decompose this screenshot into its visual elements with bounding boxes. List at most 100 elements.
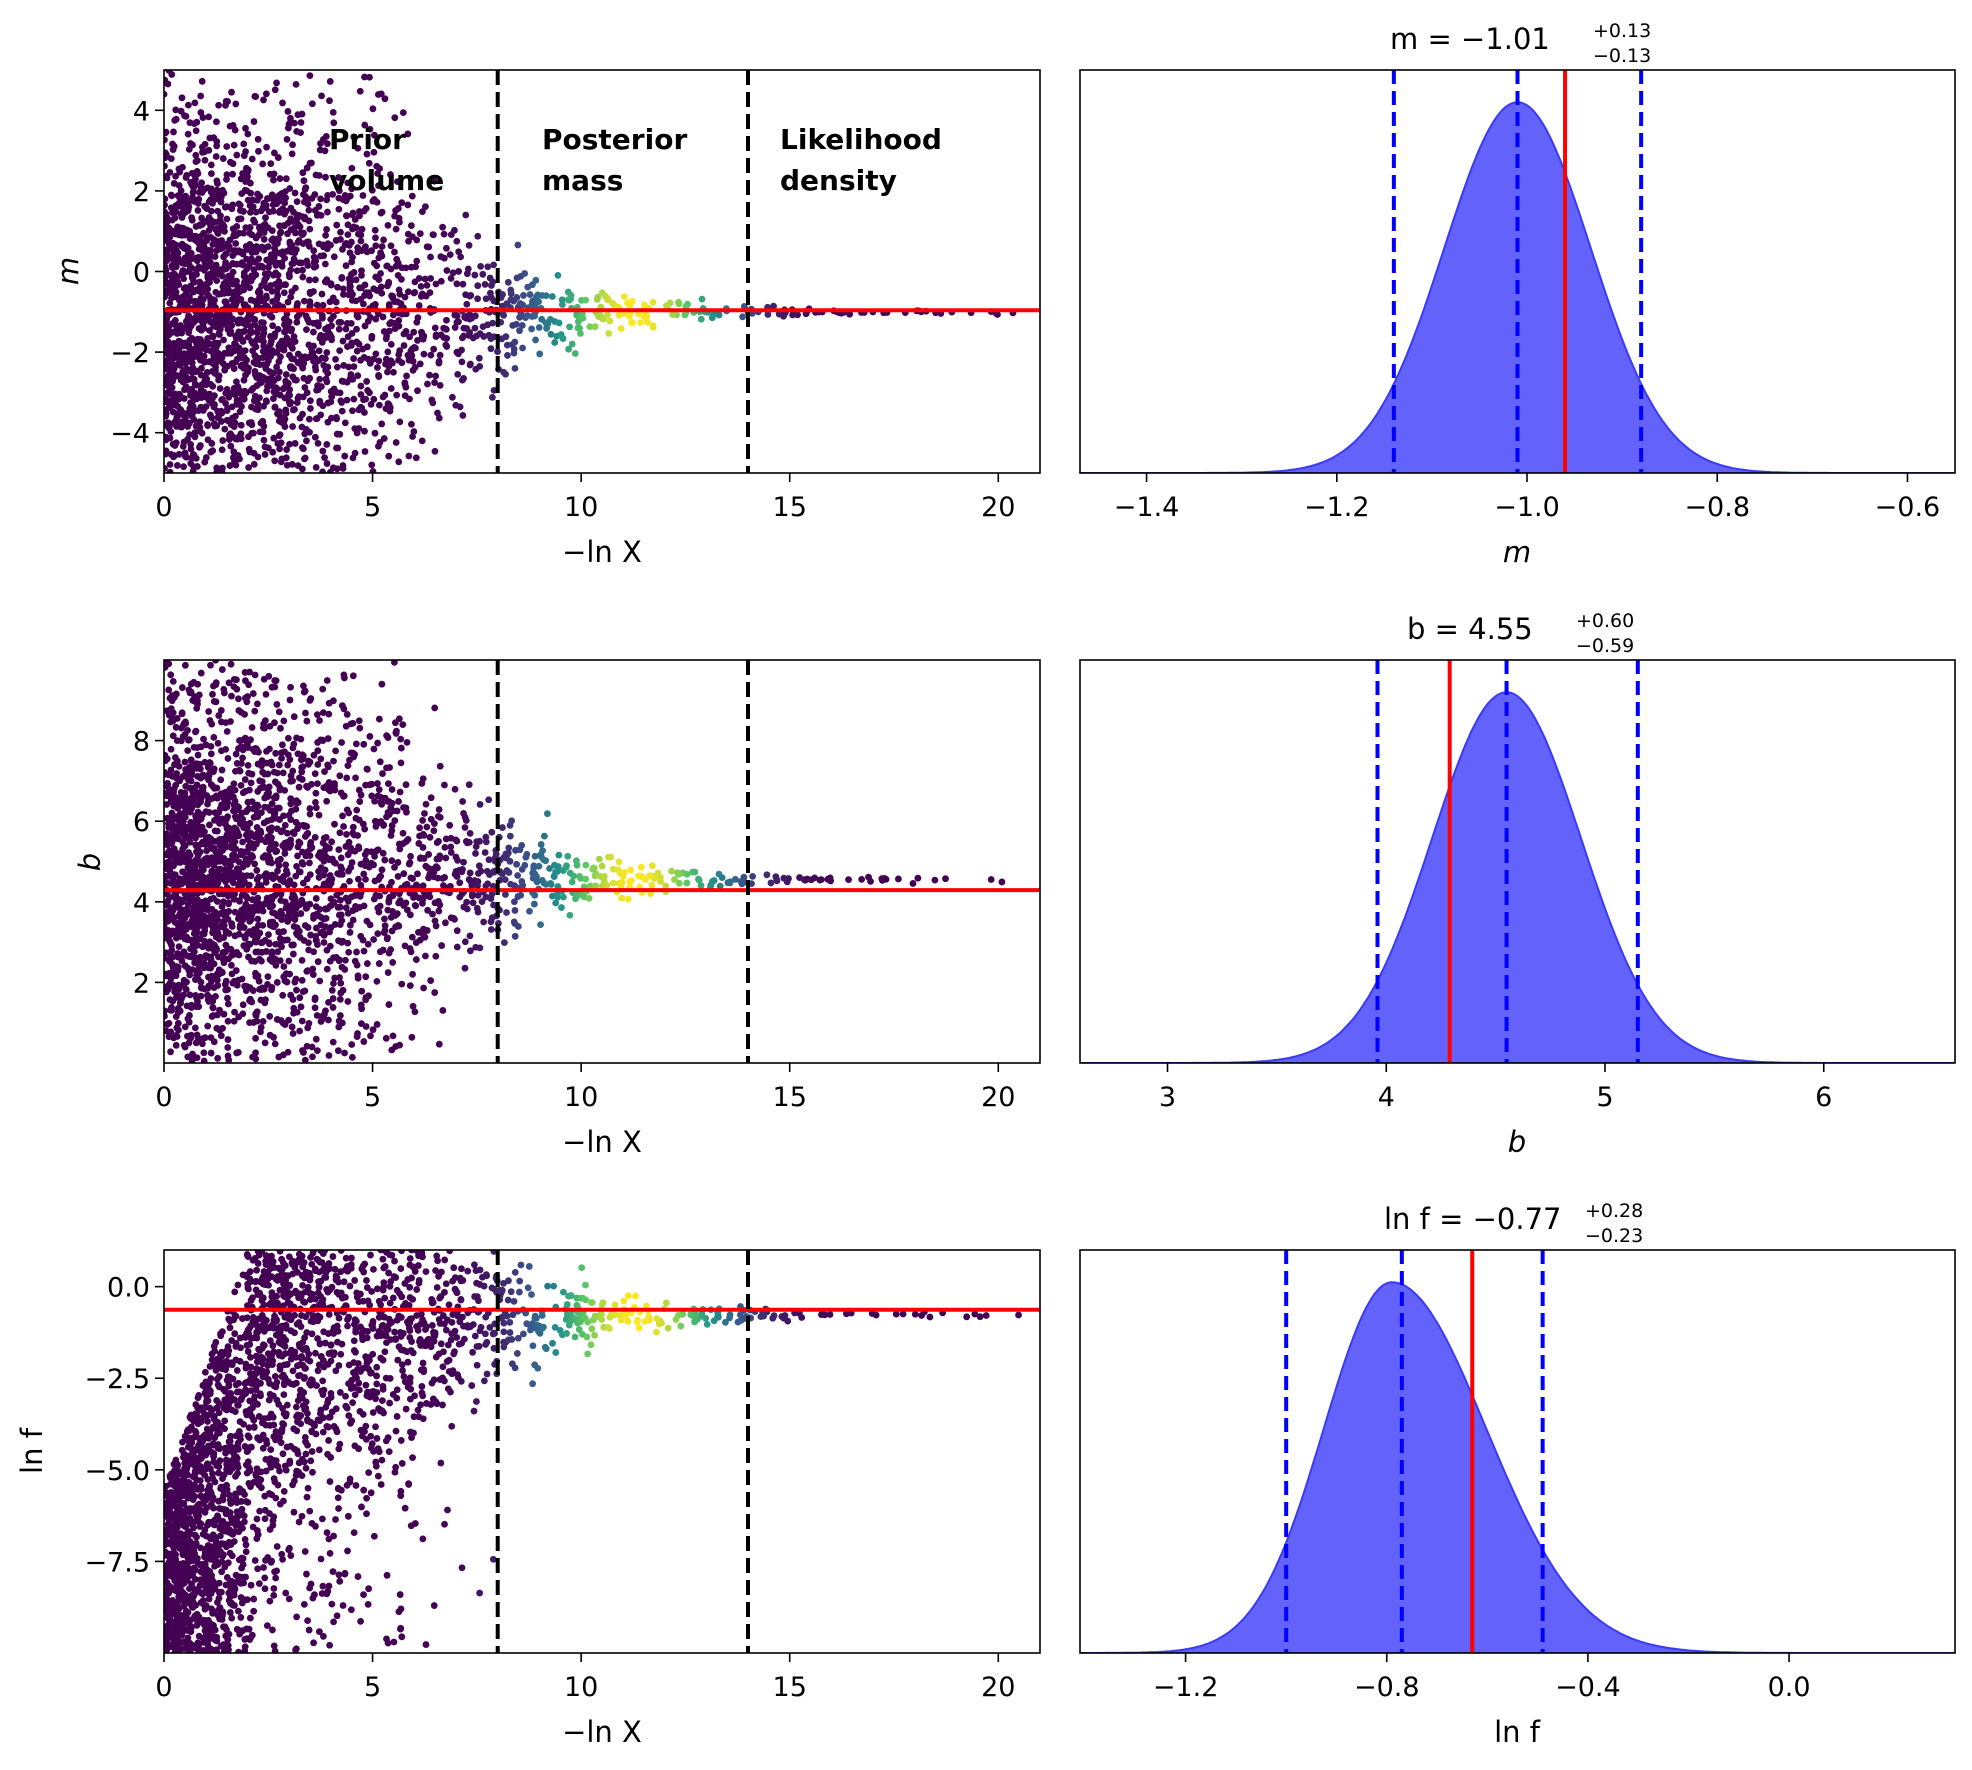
- sample-point: [312, 276, 319, 284]
- sample-point: [372, 315, 380, 323]
- sample-point: [430, 820, 438, 828]
- sample-point: [323, 965, 331, 973]
- sample-point: [461, 824, 469, 831]
- sample-point: [378, 680, 386, 688]
- sample-point: [427, 794, 435, 802]
- sample-point: [275, 282, 283, 290]
- sample-point: [312, 1035, 320, 1043]
- sample-point: [323, 226, 330, 233]
- sample-point: [350, 133, 358, 141]
- sample-point: [232, 853, 240, 861]
- sample-point: [239, 838, 246, 846]
- sample-point: [317, 195, 324, 203]
- sample-point: [206, 821, 213, 829]
- sample-point: [188, 359, 196, 367]
- sample-point: [375, 276, 383, 284]
- sample-point: [305, 276, 313, 284]
- sample-point: [236, 767, 244, 775]
- sample-point: [395, 458, 403, 466]
- sample-point: [303, 717, 311, 725]
- sample-point: [426, 893, 434, 901]
- sample-point: [396, 418, 404, 426]
- sample-point: [314, 761, 322, 768]
- sample-point: [675, 298, 682, 306]
- sample-point: [349, 209, 357, 217]
- sample-point: [248, 724, 256, 731]
- sample-point: [356, 212, 363, 220]
- sample-point: [172, 690, 180, 698]
- sample-point: [328, 336, 335, 344]
- sample-point: [286, 756, 294, 763]
- sample-point: [558, 296, 566, 304]
- sample-point: [310, 247, 318, 255]
- sample-point: [303, 823, 311, 830]
- sample-point: [181, 661, 189, 669]
- sample-point: [306, 301, 314, 309]
- sample-point: [287, 800, 295, 808]
- sample-point: [301, 384, 309, 391]
- sample-point: [325, 710, 333, 718]
- sample-point: [282, 861, 290, 869]
- sample-point: [387, 265, 395, 273]
- sample-point: [348, 1053, 356, 1061]
- sample-point: [214, 340, 222, 348]
- sample-point: [335, 956, 343, 964]
- sample-point: [274, 154, 282, 161]
- sample-point: [426, 833, 434, 841]
- sample-point: [460, 332, 468, 340]
- sample-point: [846, 310, 854, 318]
- sample-point: [455, 248, 463, 256]
- sample-point: [384, 969, 392, 976]
- sample-point: [186, 971, 194, 979]
- sample-point: [180, 991, 187, 999]
- sample-point: [216, 385, 224, 392]
- xtick-label: −1.4: [1114, 492, 1180, 523]
- xtick-label: −0.6: [1875, 492, 1941, 523]
- sample-point: [370, 131, 378, 139]
- sample-point: [373, 198, 381, 206]
- sample-point: [242, 148, 249, 155]
- sample-point: [329, 108, 337, 116]
- sample-point: [224, 1017, 232, 1025]
- sample-point: [260, 229, 268, 236]
- sample-point: [174, 757, 181, 765]
- sample-point: [349, 253, 356, 261]
- sample-point: [319, 737, 327, 745]
- sample-point: [361, 121, 369, 129]
- sample-point: [387, 385, 395, 392]
- sample-point: [300, 359, 308, 367]
- sample-point: [377, 872, 385, 880]
- sample-point: [206, 759, 214, 767]
- sample-point: [251, 671, 259, 679]
- sample-point: [394, 873, 402, 880]
- sample-point: [460, 858, 467, 866]
- sample-point: [212, 153, 220, 160]
- sample-point: [210, 960, 218, 968]
- sample-point: [343, 711, 351, 718]
- sample-point: [405, 452, 413, 460]
- sample-point: [423, 823, 431, 831]
- sample-point: [290, 740, 298, 748]
- sample-point: [410, 328, 418, 336]
- sample-point: [412, 902, 420, 910]
- sample-point: [909, 880, 917, 887]
- sample-point: [440, 882, 447, 889]
- sample-point: [649, 298, 657, 306]
- sample-point: [387, 171, 394, 178]
- sample-point: [436, 852, 444, 860]
- sample-point: [178, 94, 186, 102]
- sample-point: [293, 1008, 301, 1016]
- sample-point: [231, 412, 239, 420]
- sample-point: [336, 430, 344, 438]
- sample-point: [245, 881, 253, 889]
- sample-point: [245, 681, 253, 689]
- trace-m-yticks: 420−2−4: [110, 96, 164, 450]
- sample-point: [451, 915, 458, 923]
- sample-point: [326, 942, 334, 950]
- sample-point: [359, 192, 367, 199]
- sample-point: [407, 948, 415, 956]
- trace-m-xticks: 0 5 10 15 20: [155, 473, 1015, 523]
- sample-point: [184, 244, 192, 252]
- sample-point: [323, 441, 331, 448]
- sample-point: [257, 809, 265, 817]
